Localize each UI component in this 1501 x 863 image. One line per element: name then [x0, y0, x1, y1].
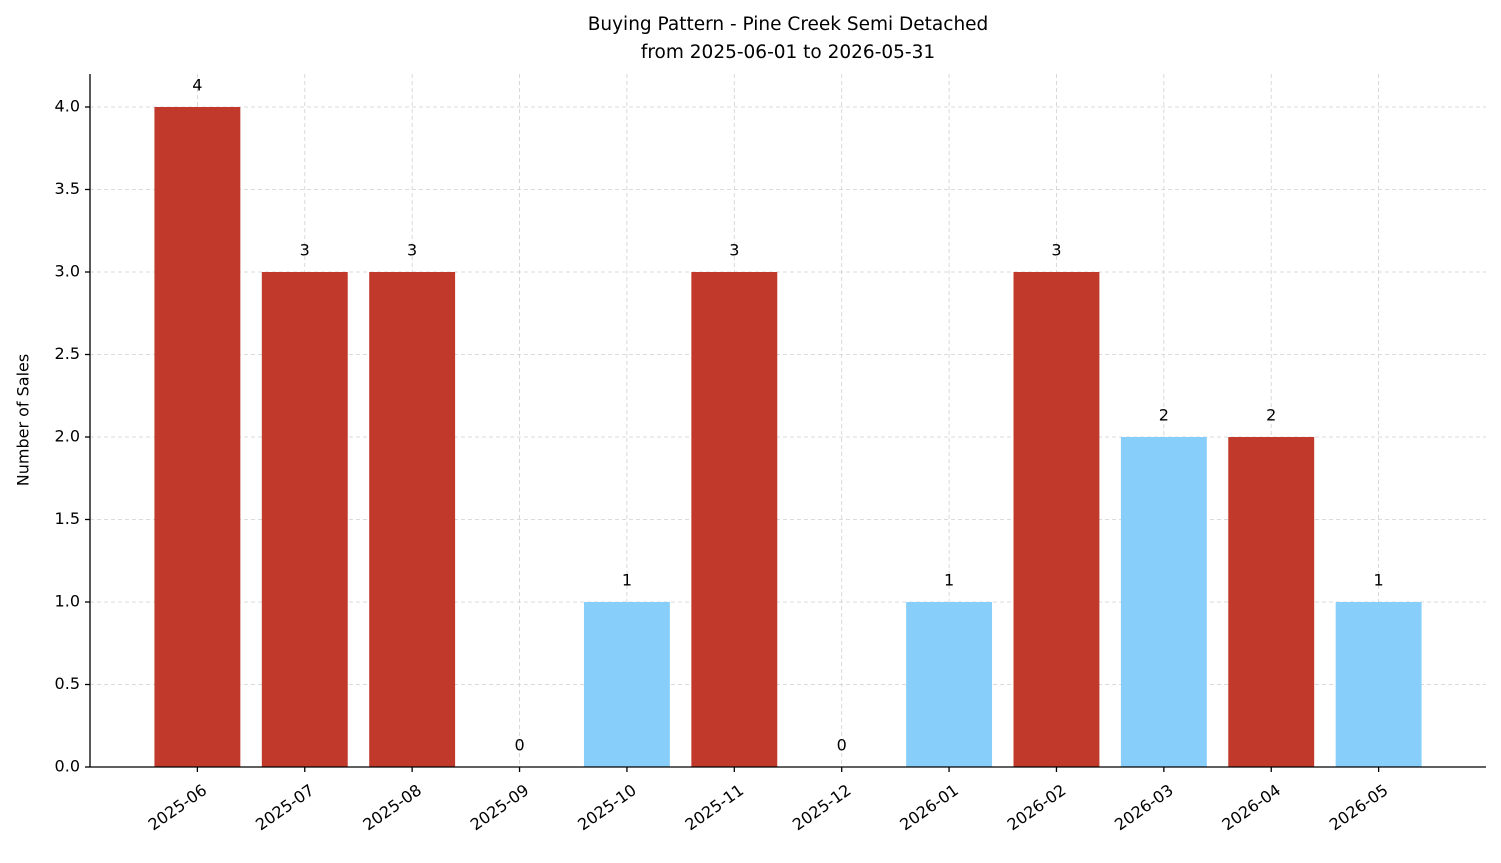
- y-tick-label: 3.5: [55, 179, 80, 198]
- bar: [1335, 602, 1422, 767]
- chart-subtitle: from 2025-06-01 to 2026-05-31: [641, 42, 935, 63]
- value-label: 0: [837, 736, 847, 755]
- bar: [369, 272, 456, 767]
- bar: [583, 602, 670, 767]
- x-tick-label: 2025-10: [574, 780, 640, 834]
- x-tick-label: 2026-04: [1218, 780, 1284, 834]
- y-tick-label: 1.0: [55, 592, 80, 611]
- x-tick-label: 2026-03: [1111, 780, 1177, 834]
- y-tick-label: 0.0: [55, 757, 80, 776]
- value-label: 3: [300, 241, 310, 260]
- x-tick-label: 2025-08: [359, 780, 425, 834]
- value-label: 0: [514, 736, 524, 755]
- value-label: 2: [1159, 406, 1169, 425]
- y-tick-label: 2.0: [55, 427, 80, 446]
- value-label: 3: [1051, 241, 1061, 260]
- y-tick-label: 4.0: [55, 97, 80, 116]
- bar: [1120, 437, 1207, 767]
- x-tick-label: 2025-11: [682, 780, 748, 834]
- x-tick-label: 2026-01: [896, 780, 962, 834]
- value-label: 1: [622, 571, 632, 590]
- x-tick-label: 2026-02: [1004, 780, 1070, 834]
- x-tick-label: 2026-05: [1326, 780, 1392, 834]
- y-tick-label: 2.5: [55, 344, 80, 363]
- x-tick-label: 2025-07: [252, 780, 318, 834]
- bar: [261, 272, 348, 767]
- bar: [154, 107, 241, 767]
- y-axis-label: Number of Sales: [14, 354, 33, 486]
- x-tick-label: 2025-12: [789, 780, 855, 834]
- value-label: 1: [1374, 571, 1384, 590]
- bar: [1013, 272, 1100, 767]
- value-label: 3: [407, 241, 417, 260]
- y-tick-label: 3.0: [55, 262, 80, 281]
- value-label: 1: [944, 571, 954, 590]
- chart-title: Buying Pattern - Pine Creek Semi Detache…: [588, 14, 989, 35]
- bar: [906, 602, 993, 767]
- value-label: 2: [1266, 406, 1276, 425]
- value-label: 3: [729, 241, 739, 260]
- bar: [691, 272, 778, 767]
- value-label: 4: [192, 76, 202, 95]
- y-tick-label: 0.5: [55, 674, 80, 693]
- y-tick-label: 1.5: [55, 509, 80, 528]
- bar: [1228, 437, 1315, 767]
- x-tick-label: 2025-06: [145, 780, 211, 834]
- x-tick-label: 2025-09: [467, 780, 533, 834]
